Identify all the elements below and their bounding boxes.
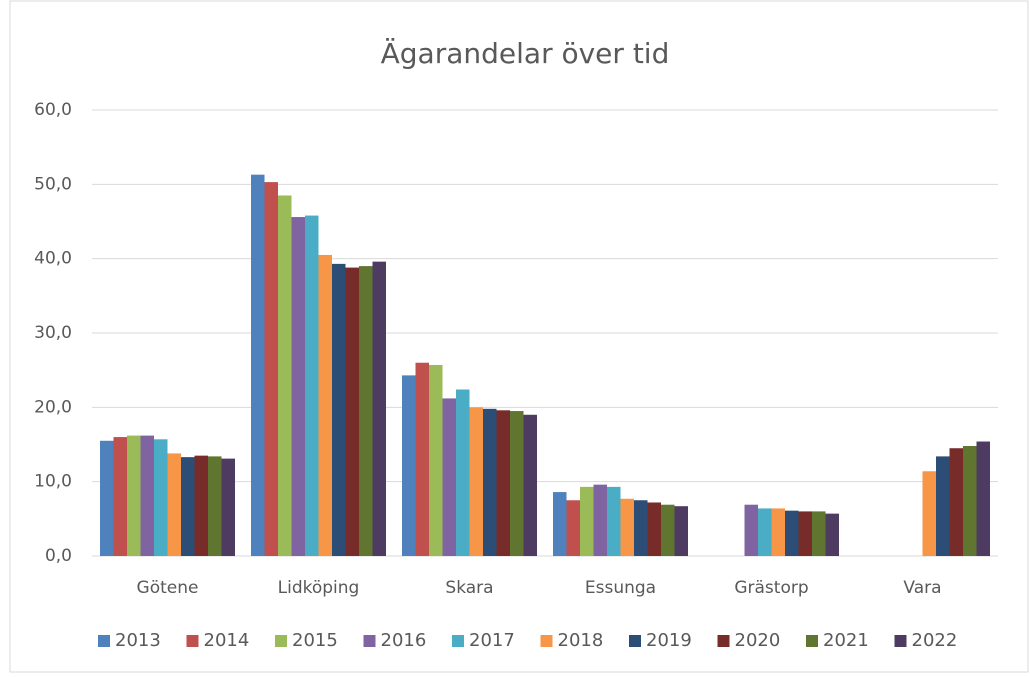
legend-label: 2019 <box>646 630 692 651</box>
bar <box>647 502 661 556</box>
x-tick-label: Lidköping <box>278 578 360 598</box>
bar <box>963 445 977 556</box>
bar <box>305 215 319 556</box>
x-tick-label: Essunga <box>585 578 656 598</box>
legend-swatch <box>806 635 818 647</box>
bar <box>332 263 346 556</box>
bar <box>469 407 483 556</box>
legend-swatch <box>717 635 730 647</box>
y-tick-label: 60,0 <box>34 100 72 120</box>
chart-border <box>9 0 1029 673</box>
legend-label: 2022 <box>912 630 958 651</box>
legend-label: 2021 <box>823 630 869 651</box>
x-tick-label: Skara <box>445 578 493 598</box>
bar <box>661 504 675 556</box>
bar <box>483 408 497 556</box>
bar <box>415 362 429 556</box>
x-tick-label: Götene <box>137 578 199 598</box>
bar <box>113 437 127 556</box>
y-tick-label: 0,0 <box>45 546 72 566</box>
bar <box>456 389 470 556</box>
bar <box>949 448 963 556</box>
bar <box>221 458 235 556</box>
bar <box>140 435 154 556</box>
legend-swatch <box>186 635 199 647</box>
bar <box>181 457 195 556</box>
x-tick-label: Vara <box>903 578 941 598</box>
chart-title: Ägarandelar över tid <box>381 37 670 70</box>
bar <box>510 411 524 556</box>
bar <box>553 492 567 556</box>
legend-swatch <box>629 635 641 647</box>
bar <box>372 261 386 556</box>
bar <box>442 398 456 556</box>
bar <box>936 456 950 556</box>
bar <box>167 453 181 556</box>
legend-label: 2020 <box>735 630 781 651</box>
bar <box>922 471 936 556</box>
bar <box>771 508 785 556</box>
bar <box>278 195 292 556</box>
bar <box>744 504 758 556</box>
bar <box>566 500 580 556</box>
bar <box>812 511 826 556</box>
legend-swatch <box>98 635 110 647</box>
legend-swatch <box>363 635 376 647</box>
bar <box>208 456 222 556</box>
bar <box>593 484 607 556</box>
bar <box>674 506 688 556</box>
y-tick-label: 20,0 <box>34 397 72 417</box>
bar <box>580 486 594 556</box>
bar <box>402 375 416 556</box>
bar <box>359 266 373 556</box>
bar <box>127 435 141 556</box>
bar <box>251 174 265 557</box>
x-tick-label: Grästorp <box>734 578 808 598</box>
bar <box>345 267 359 556</box>
bar <box>318 254 332 556</box>
bar <box>607 486 621 556</box>
bar <box>194 455 208 556</box>
legend-label: 2015 <box>292 630 338 651</box>
bar <box>825 513 839 556</box>
bar <box>291 217 305 557</box>
bar <box>264 182 278 556</box>
legend-swatch <box>540 635 553 647</box>
bar <box>758 508 772 556</box>
bar <box>523 414 537 556</box>
legend-label: 2016 <box>381 630 427 651</box>
bar <box>429 364 443 556</box>
bar <box>496 410 510 556</box>
legend-label: 2014 <box>204 630 250 651</box>
bar <box>154 439 168 556</box>
legend-swatch <box>275 635 287 647</box>
legend-swatch <box>894 635 907 647</box>
legend-label: 2018 <box>558 630 604 651</box>
bar <box>976 441 990 556</box>
y-tick-label: 10,0 <box>34 472 72 492</box>
legend-swatch <box>452 635 464 647</box>
bar <box>620 498 634 556</box>
bar <box>785 510 799 556</box>
bar <box>634 500 648 556</box>
y-tick-label: 30,0 <box>34 323 72 343</box>
legend-label: 2013 <box>115 630 161 651</box>
y-tick-label: 40,0 <box>34 249 72 269</box>
bar <box>100 440 114 556</box>
y-tick-label: 50,0 <box>34 174 72 194</box>
bar <box>798 511 812 556</box>
legend-label: 2017 <box>469 630 515 651</box>
